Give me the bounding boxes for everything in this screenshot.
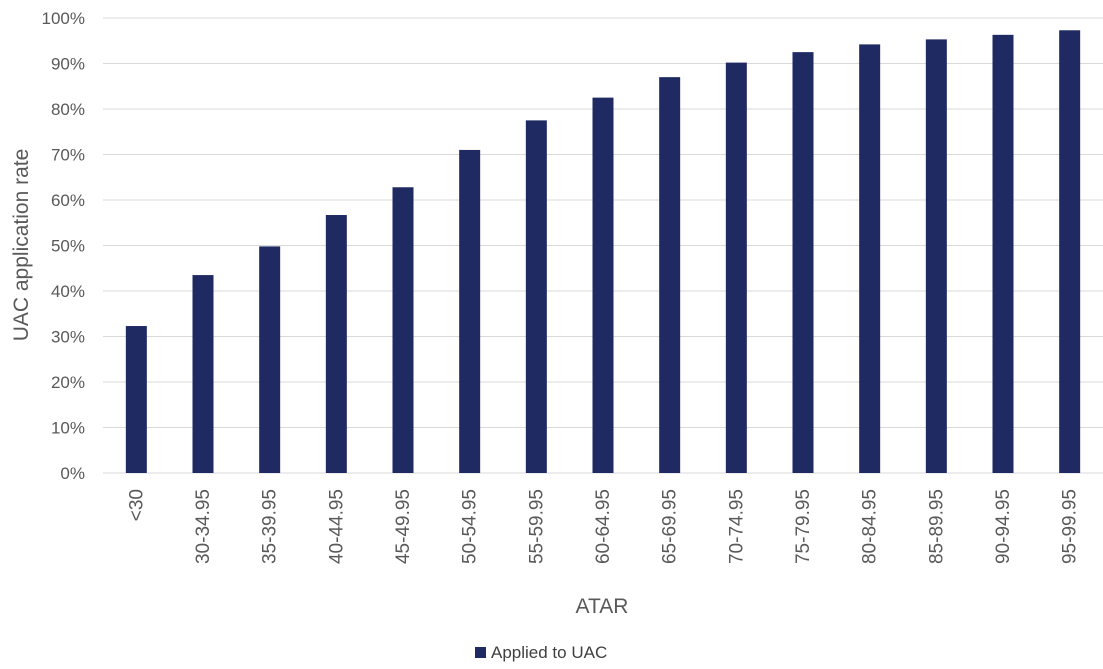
y-axis-tick-labels: 0% 10% 20% 30% 40% 50% 60% 70% 80% 90% 100% [42,9,85,483]
y-tick-label: 30% [51,328,85,347]
y-tick-label: 90% [51,55,85,74]
legend: Applied to UAC [475,643,607,662]
legend-label: Applied to UAC [491,643,607,662]
x-tick-label: 45-49.95 [393,489,414,564]
bar [725,62,747,474]
y-tick-label: 10% [51,419,85,438]
y-tick-label: 40% [51,282,85,301]
bar [192,275,214,473]
y-tick-label: 80% [51,100,85,119]
y-tick-label: 50% [51,237,85,256]
y-tick-label: 0% [60,464,85,483]
bar [459,149,481,473]
x-tick-label: 95-99.95 [1060,489,1081,564]
x-axis-title: ATAR [576,595,629,618]
x-tick-label: 65-69.95 [660,489,681,564]
bar [592,97,614,473]
bar [325,215,347,473]
bar [659,77,681,474]
x-tick-label: 90-94.95 [993,489,1014,564]
bar [259,246,281,473]
x-tick-label: 75-79.95 [793,489,814,564]
bar [859,44,881,473]
x-tick-label: 30-34.95 [193,489,214,564]
bar [792,52,814,473]
bar [1059,30,1081,473]
y-axis-title: UAC application rate [10,149,33,342]
x-tick-label: 50-54.95 [460,489,481,564]
bar [392,187,414,473]
bar [992,34,1014,474]
bar [525,120,547,473]
y-tick-label: 70% [51,146,85,165]
y-tick-label: 20% [51,373,85,392]
y-tick-label: 100% [42,9,85,28]
y-tick-label: 60% [51,191,85,210]
bar [925,39,947,473]
x-tick-label: 70-74.95 [726,489,747,564]
legend-swatch [475,647,486,658]
x-tick-label: 80-84.95 [860,489,881,564]
x-axis-tick-labels: <30 30-34.95 35-39.95 40-44.95 45-49.95 50-54… [126,489,1080,564]
x-tick-label: 60-64.95 [593,489,614,564]
x-tick-label: 85-89.95 [926,489,947,564]
x-tick-label: 40-44.95 [326,489,347,564]
bar [125,326,147,473]
bars [125,30,1081,474]
x-tick-label: <30 [126,489,147,521]
x-tick-label: 35-39.95 [260,489,281,564]
x-tick-label: 55-59.95 [526,489,547,564]
